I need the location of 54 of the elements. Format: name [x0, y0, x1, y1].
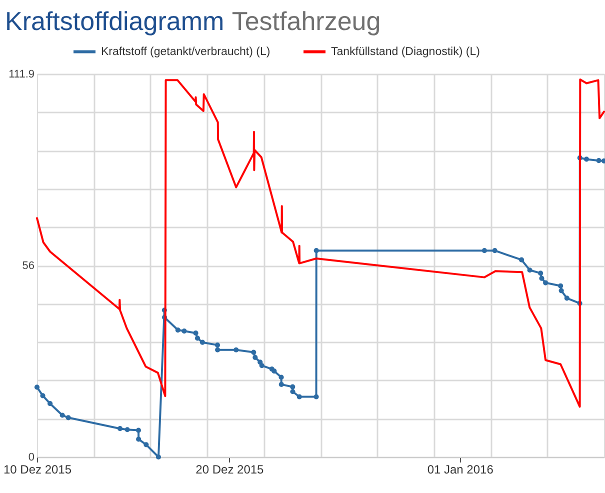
point — [66, 415, 71, 420]
point — [482, 248, 487, 254]
point — [136, 428, 142, 433]
point — [290, 389, 296, 394]
point — [296, 394, 302, 400]
point — [290, 384, 296, 390]
point — [124, 427, 130, 432]
point — [156, 454, 162, 460]
point — [34, 384, 40, 390]
y-tick-label: 0 — [28, 452, 34, 464]
y-tick-label: 56 — [22, 260, 34, 272]
legend-label: Tankfüllstand (Diagnostik) (L) — [331, 46, 480, 58]
point — [527, 268, 532, 273]
point — [117, 426, 123, 432]
point — [564, 296, 570, 301]
point — [558, 283, 564, 288]
point — [234, 347, 239, 352]
legend-label: Kraftstoff (getankt/verbraucht) (L) — [101, 46, 270, 58]
point — [48, 401, 53, 406]
point — [518, 257, 524, 262]
chart-title: Kraftstoffdiagramm — [5, 6, 224, 36]
y-tick-label: 111.9 — [8, 68, 34, 80]
point — [136, 436, 142, 442]
x-tick-label: 10 Dez 2015 — [3, 462, 72, 476]
point — [278, 374, 284, 380]
point — [314, 394, 319, 400]
line-series — [36, 78, 605, 408]
point — [314, 248, 319, 254]
point — [539, 276, 544, 281]
x-tick-label: 20 Dez 2015 — [196, 462, 264, 476]
point — [175, 327, 180, 333]
point — [558, 288, 564, 294]
point — [272, 368, 277, 374]
point — [40, 393, 46, 398]
point — [252, 354, 258, 360]
point — [278, 382, 284, 387]
point — [144, 442, 149, 448]
point — [60, 412, 65, 418]
point — [215, 347, 220, 352]
point — [193, 330, 198, 336]
point — [601, 158, 605, 164]
point — [200, 340, 206, 345]
chart-subtitle: Testfahrzeug — [232, 6, 381, 36]
point — [596, 158, 602, 164]
point — [492, 248, 498, 254]
point — [543, 280, 548, 286]
point — [259, 363, 264, 368]
point — [538, 270, 544, 276]
point — [182, 328, 187, 334]
point — [584, 156, 590, 162]
point — [194, 336, 200, 341]
x-tick-label: 01 Jan 2016 — [427, 462, 494, 476]
point — [251, 350, 256, 355]
point — [214, 342, 220, 348]
